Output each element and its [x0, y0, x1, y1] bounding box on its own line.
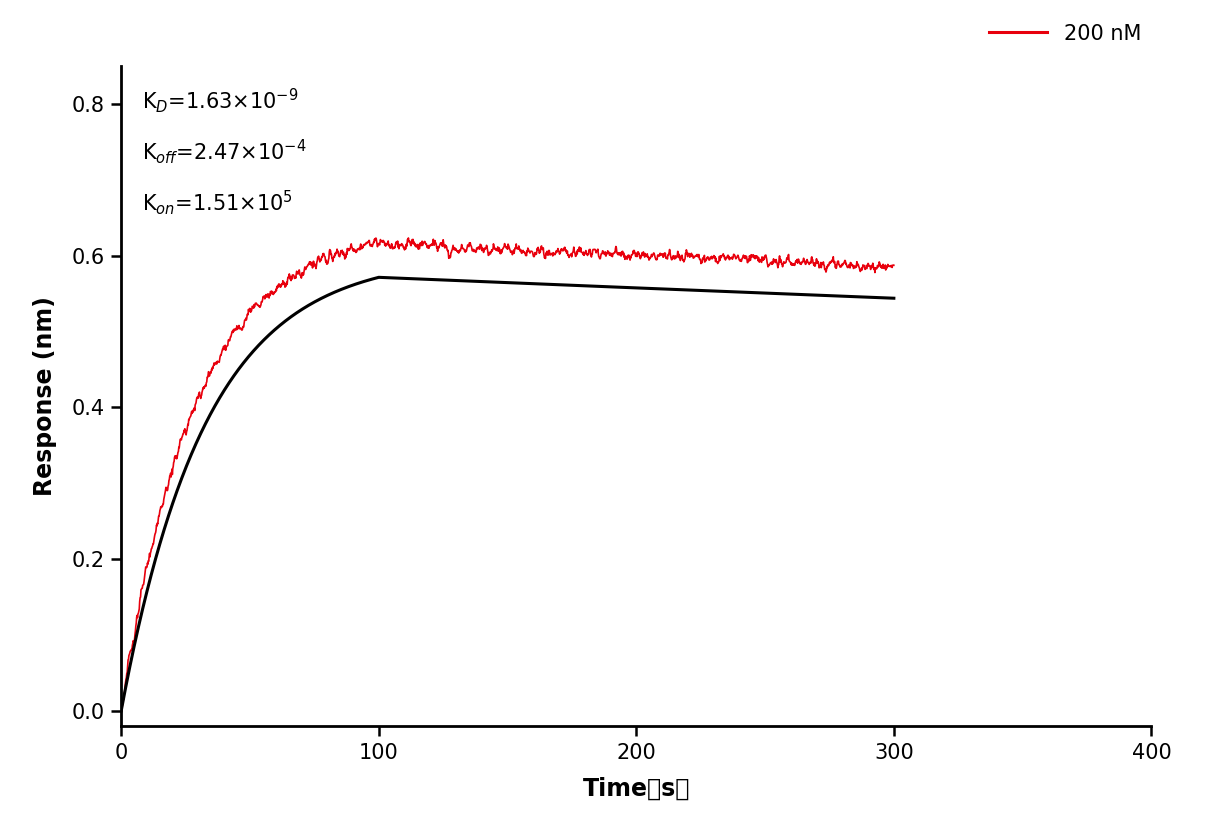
X-axis label: Time（s）: Time（s）: [583, 776, 690, 800]
Text: K$_D$=1.63×10$^{-9}$
K$_{off}$=2.47×10$^{-4}$
K$_{on}$=1.51×10$^5$: K$_D$=1.63×10$^{-9}$ K$_{off}$=2.47×10$^…: [142, 86, 307, 217]
Y-axis label: Response (nm): Response (nm): [34, 296, 57, 496]
Legend: 200 nM: 200 nM: [989, 24, 1140, 44]
